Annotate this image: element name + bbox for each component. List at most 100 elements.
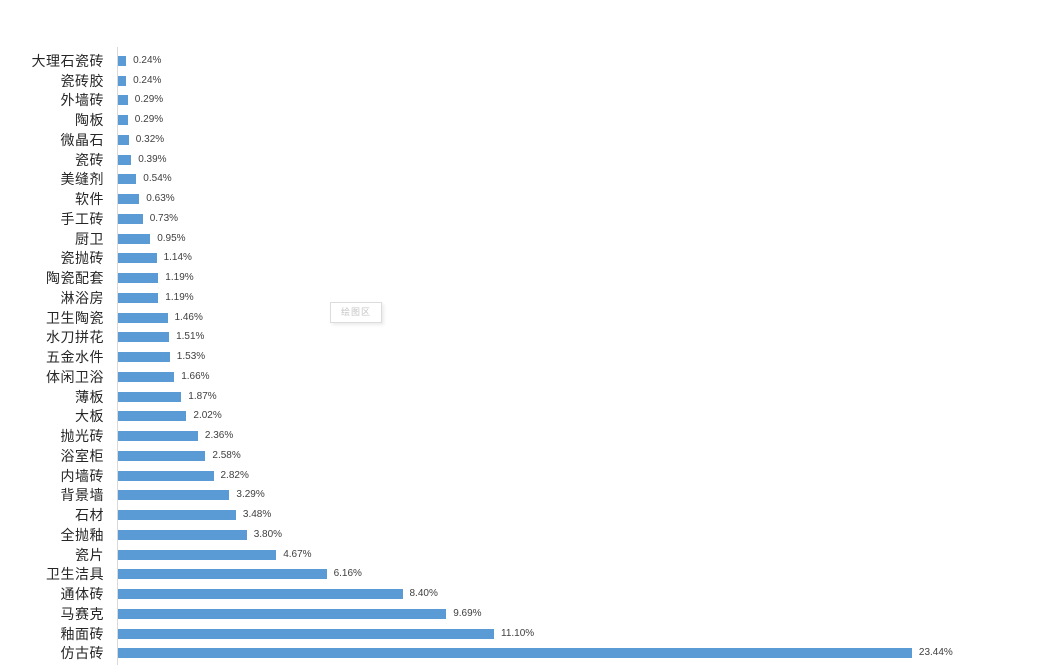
value-label: 0.95% bbox=[157, 232, 186, 244]
bar-area: 0.39% bbox=[118, 150, 1039, 170]
bar[interactable] bbox=[118, 628, 494, 639]
bar[interactable] bbox=[118, 510, 236, 521]
bar[interactable] bbox=[118, 253, 157, 264]
value-label: 2.02% bbox=[193, 410, 222, 422]
category-label: 大理石瓷砖 bbox=[31, 52, 104, 69]
value-label: 3.29% bbox=[236, 489, 265, 501]
category-label: 抛光砖 bbox=[60, 428, 104, 445]
chart-row: 微晶石 0.32% bbox=[0, 130, 1039, 150]
bar[interactable] bbox=[118, 648, 912, 659]
chart-row: 全抛釉 3.80% bbox=[0, 525, 1039, 545]
chart-row: 五金水件 1.53% bbox=[0, 347, 1039, 367]
chart-row: 瓷抛砖 1.14% bbox=[0, 249, 1039, 269]
value-label: 1.19% bbox=[165, 272, 194, 284]
category-label: 背景墙 bbox=[60, 487, 104, 504]
value-label: 2.58% bbox=[212, 449, 241, 461]
bar-area: 3.29% bbox=[118, 486, 1039, 506]
value-label: 4.67% bbox=[283, 548, 312, 560]
bar[interactable] bbox=[118, 154, 132, 165]
chart-row: 瓷片 4.67% bbox=[0, 545, 1039, 565]
bar[interactable] bbox=[118, 194, 140, 205]
bar[interactable] bbox=[118, 470, 214, 481]
chart-row: 陶瓷配套 1.19% bbox=[0, 268, 1039, 288]
category-axis-line bbox=[117, 47, 118, 665]
value-label: 0.63% bbox=[146, 193, 175, 205]
bar[interactable] bbox=[118, 312, 168, 323]
category-label: 全抛釉 bbox=[60, 526, 104, 543]
bar[interactable] bbox=[118, 529, 247, 540]
category-label: 内墙砖 bbox=[60, 467, 104, 484]
bar[interactable] bbox=[118, 608, 447, 619]
category-label: 釉面砖 bbox=[60, 625, 104, 642]
bar-area: 23.44% bbox=[118, 644, 1039, 664]
bar[interactable] bbox=[118, 273, 159, 284]
bar[interactable] bbox=[118, 55, 127, 66]
chart-row: 背景墙 3.29% bbox=[0, 486, 1039, 506]
value-label: 23.44% bbox=[918, 647, 953, 659]
category-label: 厨卫 bbox=[75, 230, 104, 247]
bar[interactable] bbox=[118, 411, 187, 422]
chart-row: 浴室柜 2.58% bbox=[0, 446, 1039, 466]
chart-row: 抛光砖 2.36% bbox=[0, 426, 1039, 446]
chart-row: 手工砖 0.73% bbox=[0, 209, 1039, 229]
chart-row: 大理石瓷砖 0.24% bbox=[0, 51, 1039, 71]
chart-row: 石材 3.48% bbox=[0, 505, 1039, 525]
bar[interactable] bbox=[118, 371, 175, 382]
bar[interactable] bbox=[118, 95, 128, 106]
chart-row: 通体砖 8.40% bbox=[0, 584, 1039, 604]
category-label: 仿古砖 bbox=[60, 645, 104, 662]
chart-row: 瓷砖 0.39% bbox=[0, 150, 1039, 170]
bar[interactable] bbox=[118, 569, 327, 580]
category-label: 瓷片 bbox=[75, 546, 104, 563]
value-label: 2.36% bbox=[204, 430, 234, 442]
bar-area: 2.58% bbox=[118, 446, 1039, 466]
value-label: 0.29% bbox=[134, 114, 164, 126]
value-label: 1.14% bbox=[163, 252, 192, 264]
plot-area-tooltip: 绘图区 bbox=[330, 302, 383, 323]
bar[interactable] bbox=[118, 332, 170, 343]
bar-area: 0.73% bbox=[118, 209, 1039, 229]
bar[interactable] bbox=[118, 450, 206, 461]
bar[interactable] bbox=[118, 75, 127, 86]
value-label: 1.46% bbox=[174, 311, 203, 323]
value-label: 2.82% bbox=[220, 469, 249, 481]
category-label: 卫生洁具 bbox=[46, 566, 104, 583]
category-label: 浴室柜 bbox=[60, 447, 104, 464]
bar-area: 0.32% bbox=[118, 130, 1039, 150]
category-label: 手工砖 bbox=[60, 210, 104, 227]
bar-area: 3.48% bbox=[118, 505, 1039, 525]
chart-row: 马赛克 9.69% bbox=[0, 604, 1039, 624]
bar[interactable] bbox=[118, 431, 198, 442]
bar-area: 2.02% bbox=[118, 407, 1039, 427]
value-label: 1.19% bbox=[165, 291, 194, 303]
bar-area: 1.51% bbox=[118, 328, 1039, 348]
bar[interactable] bbox=[118, 589, 403, 600]
bar[interactable] bbox=[118, 292, 159, 303]
value-label: 1.51% bbox=[176, 331, 205, 343]
bar[interactable] bbox=[118, 134, 129, 145]
chart-row: 陶板 0.29% bbox=[0, 110, 1039, 130]
bar[interactable] bbox=[118, 174, 137, 185]
bar[interactable] bbox=[118, 115, 128, 126]
category-label: 五金水件 bbox=[46, 349, 104, 366]
value-label: 1.87% bbox=[188, 390, 217, 402]
chart-row: 软件 0.63% bbox=[0, 189, 1039, 209]
bar[interactable] bbox=[118, 213, 143, 224]
bar[interactable] bbox=[118, 490, 230, 501]
bar-area: 1.53% bbox=[118, 347, 1039, 367]
category-label: 通体砖 bbox=[60, 586, 104, 603]
chart-row: 大板 2.02% bbox=[0, 407, 1039, 427]
bar[interactable] bbox=[118, 391, 182, 402]
bar-area: 6.16% bbox=[118, 565, 1039, 585]
category-label: 美缝剂 bbox=[60, 171, 104, 188]
category-label: 瓷抛砖 bbox=[60, 250, 104, 267]
bar[interactable] bbox=[118, 233, 151, 244]
bar-area: 11.10% bbox=[118, 624, 1039, 644]
bar-area: 8.40% bbox=[118, 584, 1039, 604]
bar[interactable] bbox=[118, 549, 277, 560]
chart-row: 卫生陶瓷 1.46% bbox=[0, 308, 1039, 328]
bar[interactable] bbox=[118, 352, 170, 363]
category-label: 软件 bbox=[75, 191, 104, 208]
value-label: 0.29% bbox=[134, 94, 164, 106]
